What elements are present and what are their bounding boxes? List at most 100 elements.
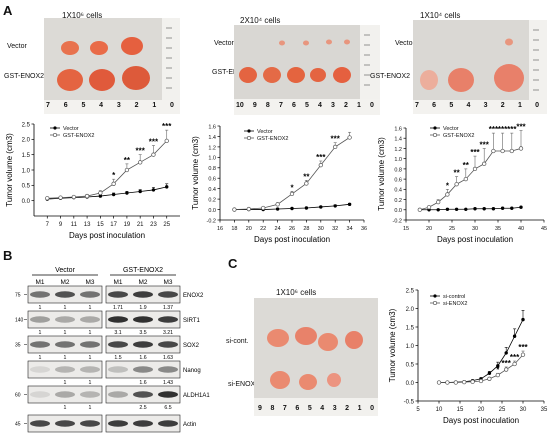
data-point [304,206,309,210]
series-line [439,319,524,383]
blot-band [55,291,75,298]
significance-mark: *** [507,125,517,134]
tumor-photo-3 [413,20,547,114]
tumor-photo-2 [234,25,380,115]
data-point [319,205,323,209]
data-point [58,195,63,200]
data-point [482,161,487,166]
ruler-mark: 1 [517,102,522,109]
x-tick-label: 25 [163,222,170,228]
blot-row-actin: Actin 45 [15,414,196,433]
data-point [347,202,352,207]
protein-label: SOX2 [183,343,200,349]
x-tick-label: 34 [347,226,353,232]
cells-label-2: 2X10⁴ cells [240,16,281,25]
blot-band [108,391,128,398]
ruler-mark: 4 [466,102,471,109]
data-point [454,207,459,211]
data-point [426,205,432,210]
data-point [246,206,251,212]
y-tick-label: 0.5 [22,184,31,190]
blot-band [30,366,50,373]
data-point [232,207,237,212]
series-line [47,140,168,199]
row-label-enox2-3: GST-ENOX2 [370,73,411,80]
ruler-mark: 6 [432,102,437,109]
x-tick-label: 15 [403,226,409,232]
series-open [417,130,524,212]
x-tick-label: 15 [97,222,104,228]
significance-mark: *** [489,125,499,134]
quant-value: 1.43 [163,380,173,386]
data-point [521,317,525,322]
y-tick-label: 2.5 [406,288,415,294]
data-point [417,207,422,212]
data-point [124,167,130,173]
legend-label: si-control [443,294,465,300]
ruler-mark: 0 [170,102,174,109]
series-open [45,129,169,201]
blot-band [30,391,50,398]
significance-mark: * [496,365,500,374]
mw-label: 45 [15,422,21,428]
blot-row-nanog: Nanog 1 1 1.6 1.43 [27,360,201,386]
row-label-si-enox2: si-ENOX2 [228,381,260,388]
tumors-si-enox2 [270,371,341,390]
cells-label-3: 1X10⁴ cells [420,11,461,20]
ruler-mark: 7 [282,405,287,412]
blot-band [158,291,178,298]
legend-label: GST-ENOX2 [257,136,288,142]
y-tick-label: -0.2 [393,218,402,224]
quant-value: 1.37 [163,305,173,311]
cells-label-c: 1X10⁶ cells [276,288,317,297]
x-tick-label: 32 [332,226,338,232]
data-point [495,372,500,378]
y-tick-label: 1.6 [208,124,216,130]
x-tick-label: 11 [71,222,78,228]
quant-value: 1.63 [163,355,173,361]
data-point [165,185,169,189]
blot-frame-left [27,360,103,379]
x-axis-label: Days post inoculation [437,235,513,244]
x-axis-label: Days post inoculation [69,231,145,240]
series-filled [418,205,523,212]
y-tick-label: 1.5 [22,153,31,159]
data-point [478,378,484,384]
x-axis-label: Days post inoculation [254,235,330,244]
x-tick-label: 20 [246,226,252,232]
tumor-growth-chart-3: -0.2 0.0 0.2 0.4 0.6 0.8 1.0 1.2 1.4 1.6 15 20 25 30 3… [377,123,547,244]
blot-band [80,420,100,427]
blot-row-enox2: ENOX2 75 1 1 1 1.71 1.9 1.37 [15,285,204,311]
x-tick-label: 9 [59,222,63,228]
x-tick-label: 18 [231,226,237,232]
x-tick-label: 20 [426,226,432,232]
quant-value: 1.9 [139,305,146,311]
significance-mark: * [290,183,294,192]
legend-marker [432,300,438,306]
panel-letter-a: A [3,3,13,18]
x-tick-label: 40 [518,226,524,232]
row-label-enox2-1: GST-ENOX2 [4,73,45,80]
group-label-enox2: GST-ENOX2 [123,267,163,274]
data-point [504,351,508,355]
data-point [519,205,523,209]
quant-value: 1 [89,330,92,336]
ruler-numbers-1: 7 6 5 4 3 2 1 0 [46,102,174,112]
blot-frame-left [27,310,103,329]
row-label-enox2-2: GST-ENOX2 [212,69,253,76]
x-tick-label: 25 [499,407,506,413]
y-tick-label: 0.6 [208,177,216,183]
significance-mark: *** [516,123,526,132]
x-tick-label: 30 [520,407,527,413]
legend-marker [433,126,437,130]
quant-value: 1 [64,305,67,311]
series-line [47,186,167,200]
legend-marker [53,126,57,130]
mw-label: 60 [15,393,21,399]
data-point [445,380,450,385]
series-open [436,350,526,385]
ruler-mark: 4 [99,102,104,109]
ruler-mark: 1 [152,102,157,109]
protein-label: ALDH1A1 [183,393,210,399]
row-label-si-cont: si-cont. [226,338,249,345]
